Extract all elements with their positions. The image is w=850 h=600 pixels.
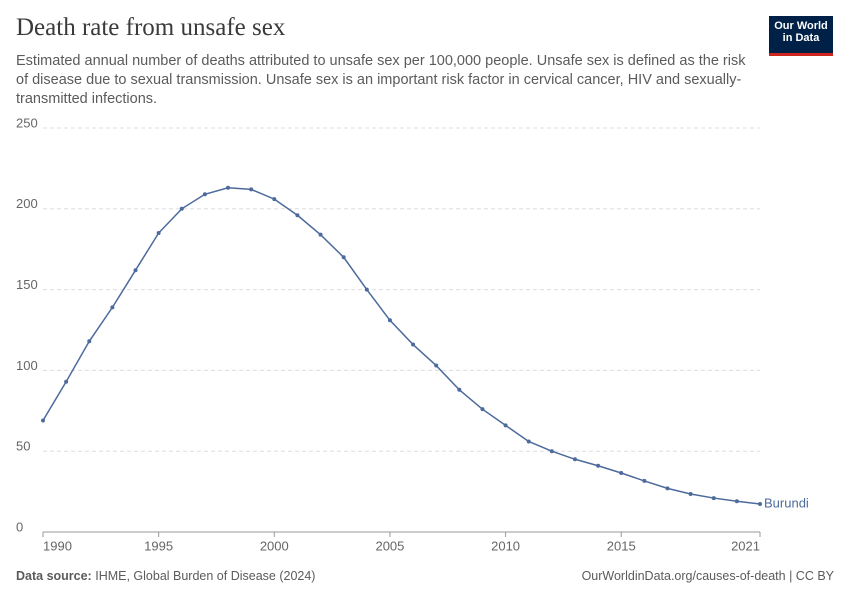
y-tick-label: 250: [16, 115, 38, 130]
point: [295, 213, 300, 218]
x-tick-label: 2005: [375, 538, 404, 553]
y-tick-label: 200: [16, 196, 38, 211]
point: [665, 486, 670, 491]
point: [41, 418, 45, 423]
point: [457, 387, 462, 392]
point: [156, 231, 161, 236]
point: [179, 206, 184, 211]
point: [688, 492, 693, 497]
point: [619, 471, 624, 476]
y-tick-label: 150: [16, 277, 38, 292]
source: Data source: IHME, Global Burden of Dise…: [16, 569, 315, 583]
line: [42, 187, 761, 505]
point: [64, 379, 69, 384]
point: [503, 423, 508, 428]
point: [758, 502, 762, 507]
series-label: Burundi: [764, 495, 809, 510]
x-tick-label: 2000: [260, 538, 289, 553]
point: [249, 187, 254, 192]
point: [596, 463, 601, 468]
x-tick-label: 1995: [144, 538, 173, 553]
point: [642, 478, 647, 483]
chart-title: Death rate from unsafe sex: [16, 14, 286, 41]
point: [387, 318, 392, 323]
source-text: IHME, Global Burden of Disease (2024): [95, 569, 316, 583]
x-tick-label: 1990: [43, 538, 72, 553]
point: [480, 407, 485, 412]
logo-line: Our World: [774, 20, 828, 32]
y-tick-label: 100: [16, 358, 38, 373]
point: [711, 496, 716, 501]
chart-subtitle: Estimated annual number of deaths attrib…: [16, 53, 746, 107]
logo[interactable]: Our World in Data: [769, 16, 833, 56]
point: [341, 255, 346, 260]
point: [526, 439, 531, 444]
y-tick-label: 50: [16, 439, 30, 454]
source-label: Data source:: [16, 569, 92, 583]
y-tick-label: 0: [16, 519, 23, 534]
point: [87, 339, 92, 344]
point: [572, 457, 577, 462]
point: [734, 499, 739, 504]
x-tick-label: 2021: [731, 538, 760, 553]
logo-line: in Data: [782, 32, 820, 44]
point: [434, 363, 439, 368]
point: [364, 287, 369, 292]
point: [202, 192, 207, 197]
x-tick-label: 2015: [607, 538, 636, 553]
point: [110, 305, 115, 310]
point: [549, 449, 554, 454]
footer-link[interactable]: OurWorldinData.org/causes-of-death | CC …: [581, 569, 834, 583]
point: [272, 197, 277, 202]
x-tick-label: 2010: [491, 538, 520, 553]
point: [411, 342, 416, 347]
point: [133, 268, 138, 273]
point: [318, 232, 323, 237]
point: [226, 185, 231, 190]
